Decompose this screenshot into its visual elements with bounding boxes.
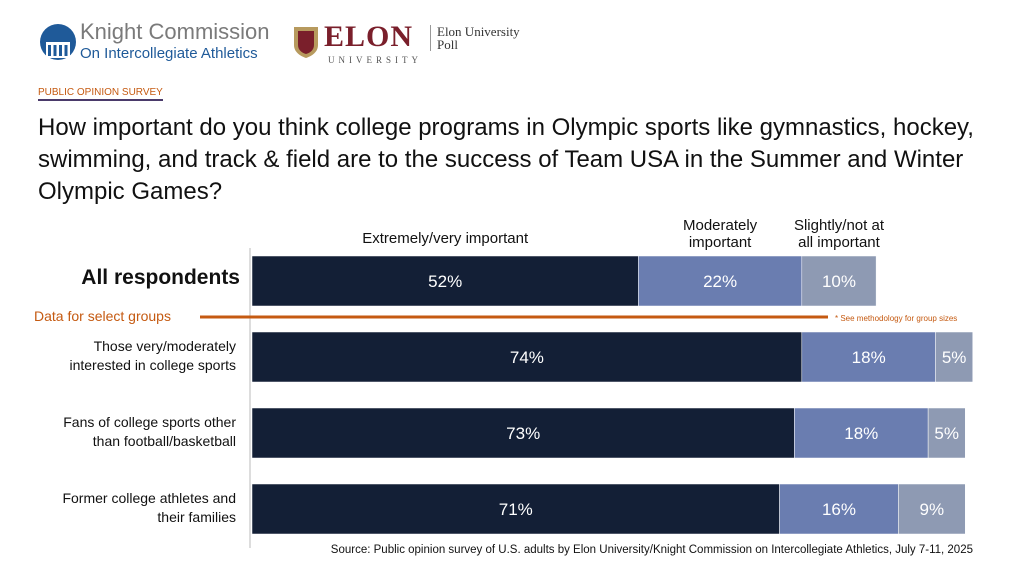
knight-logo — [40, 24, 76, 60]
data-label: 22% — [703, 272, 737, 291]
survey-label: PUBLIC OPINION SURVEY — [38, 87, 163, 101]
knight-commission-subtitle: On Intercollegiate Athletics — [80, 45, 258, 62]
category-label: their families — [157, 509, 236, 525]
group-divider-label: Data for select groups — [34, 308, 171, 324]
elon-university-text: UNIVERSITY — [328, 55, 422, 65]
question-title: How important do you think college progr… — [38, 114, 974, 205]
data-label: 5% — [934, 424, 959, 443]
data-label: 16% — [822, 500, 856, 519]
data-label: 52% — [428, 272, 462, 291]
elon-poll-text: Elon University Poll — [430, 25, 537, 51]
data-label: 73% — [506, 424, 540, 443]
category-label: Former college athletes and — [62, 490, 236, 506]
data-label: 71% — [499, 500, 533, 519]
bar-segment — [801, 255, 877, 307]
bar-segment — [801, 331, 936, 383]
category-label: Fans of college sports other — [63, 414, 236, 430]
bar-segment — [935, 331, 973, 383]
bar-segment — [794, 407, 929, 459]
legend-label: all important — [798, 234, 881, 251]
category-label: All respondents — [81, 266, 240, 289]
bar-segment — [927, 407, 966, 459]
data-label: 9% — [920, 500, 945, 519]
category-label: Those very/moderately — [94, 338, 236, 354]
bar-segment — [779, 483, 899, 535]
data-label: 74% — [510, 348, 544, 367]
bar-segment — [251, 255, 639, 307]
legend-label: important — [689, 234, 752, 251]
category-label: interested in college sports — [69, 357, 236, 373]
category-label: than football/basketball — [93, 433, 236, 449]
elon-shield-logo — [294, 27, 318, 58]
data-label: 5% — [942, 348, 967, 367]
legend-label: Extremely/very important — [362, 230, 529, 247]
bar-segment — [898, 483, 966, 535]
bar-segment — [251, 483, 780, 535]
source-note: Source: Public opinion survey of U.S. ad… — [331, 544, 973, 556]
elon-wordmark: ELON — [324, 20, 414, 53]
bar-segment — [638, 255, 803, 307]
data-label: 10% — [822, 272, 856, 291]
data-label: 18% — [844, 424, 878, 443]
bar-segment — [251, 407, 795, 459]
legend-label: Moderately — [683, 217, 758, 234]
knight-commission-title: Knight Commission — [80, 19, 270, 44]
data-label: 18% — [852, 348, 886, 367]
methodology-note: * See methodology for group sizes — [835, 314, 957, 323]
legend-label: Slightly/not at — [794, 217, 885, 234]
